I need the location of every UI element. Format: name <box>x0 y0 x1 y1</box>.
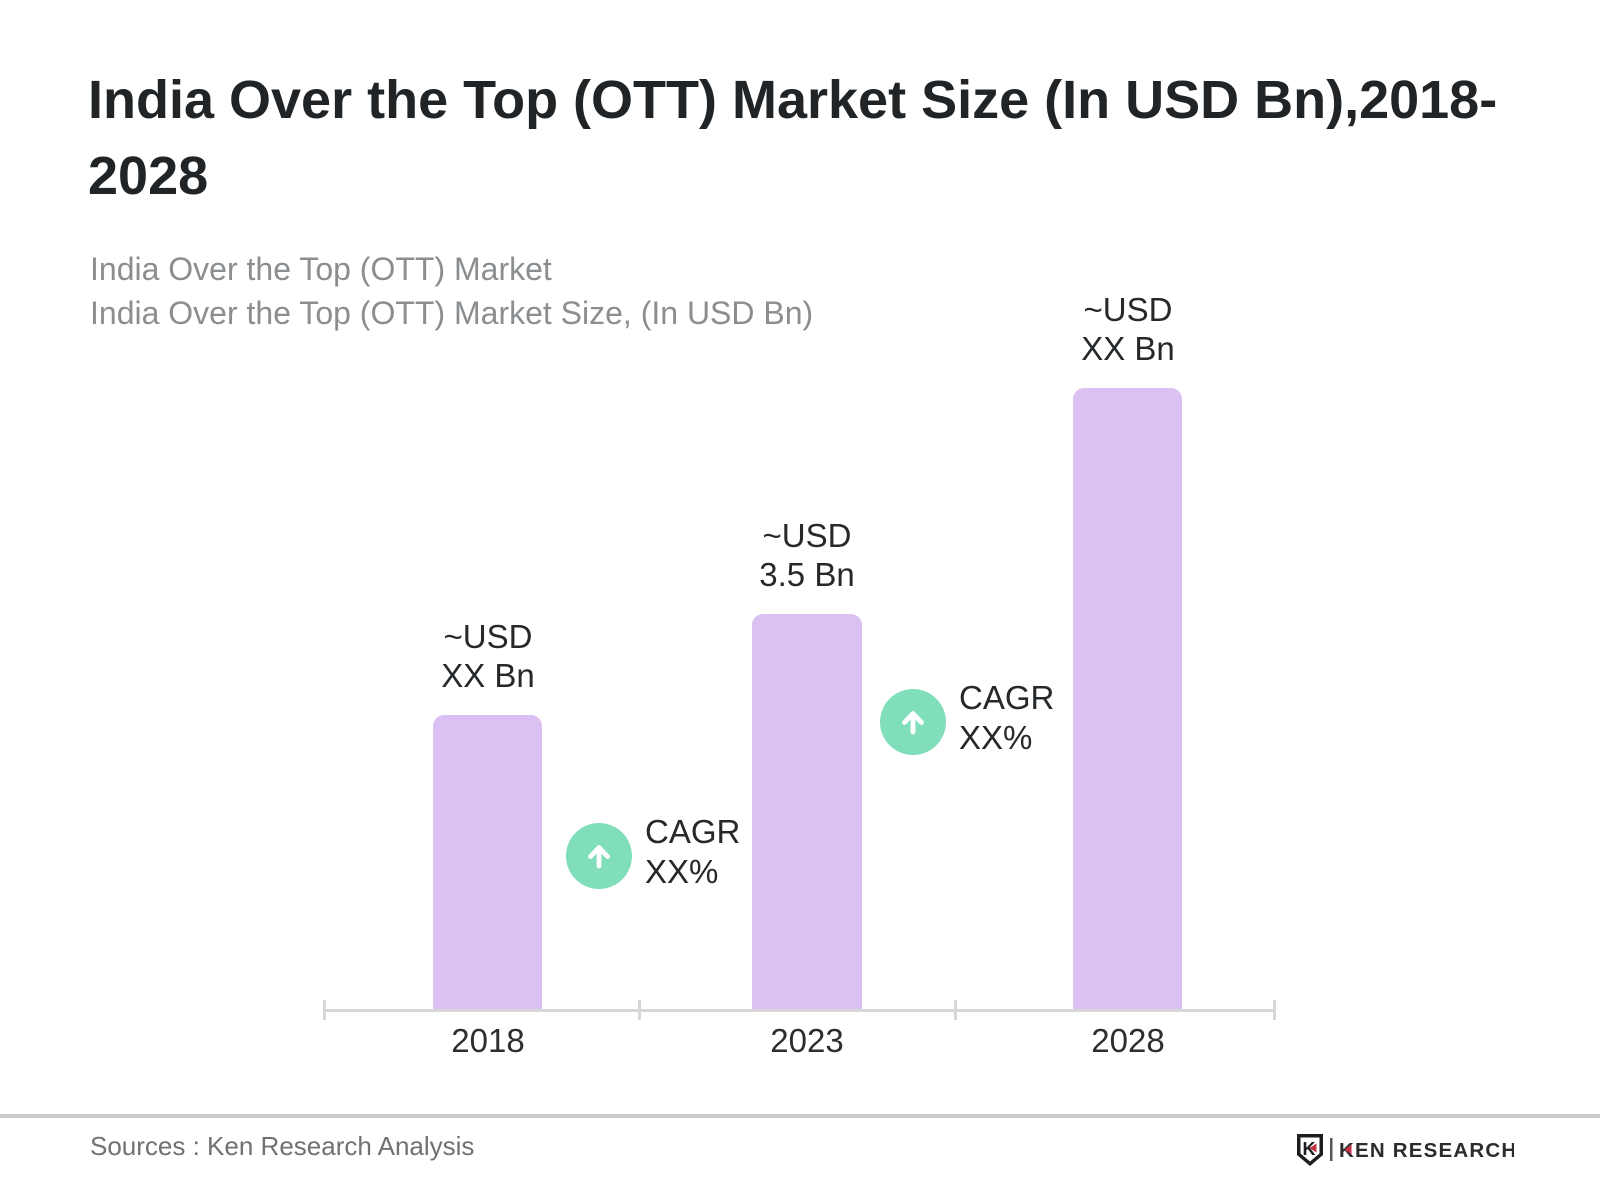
bar-2018 <box>433 715 542 1012</box>
axis-tick <box>954 1000 957 1020</box>
source-attribution: Sources : Ken Research Analysis <box>90 1131 475 1161</box>
logo-divider <box>1330 1138 1333 1161</box>
chart-subtitle-line-1: India Over the Top (OTT) Market <box>90 251 552 287</box>
bar-value-label-2028: ~USD XX Bn <box>1018 290 1238 368</box>
cagr-annotation-1: CAGR XX% <box>645 812 740 892</box>
value-label-line-1: ~USD <box>1083 291 1173 328</box>
value-label-line-2: XX Bn <box>441 657 535 694</box>
bar-value-label-2018: ~USD XX Bn <box>378 617 598 695</box>
ken-research-logo: K KEN RESEARCH <box>1294 1128 1516 1177</box>
value-label-line-1: ~USD <box>762 517 852 554</box>
page-title-line-1: India Over the Top (OTT) Market Size (In… <box>88 70 1498 130</box>
cagr-label: CAGR <box>959 679 1055 716</box>
page-title: India Over the Top (OTT) Market Size (In… <box>88 62 1548 214</box>
bar-value-label-2023: ~USD 3.5 Bn <box>697 516 917 594</box>
bar-2028 <box>1073 388 1182 1012</box>
axis-tick <box>1273 1000 1276 1020</box>
shield-icon: K <box>1297 1134 1323 1166</box>
cagr-value: XX% <box>645 853 719 890</box>
page-title-line-2: 2028 <box>88 146 209 206</box>
x-axis-line <box>323 1009 1276 1012</box>
arrow-up-icon <box>588 845 610 869</box>
value-label-line-1: ~USD <box>443 618 533 655</box>
footer-divider <box>0 1114 1600 1118</box>
cagr-annotation-2: CAGR XX% <box>959 678 1054 758</box>
axis-tick <box>638 1000 641 1020</box>
svg-text:K: K <box>1303 1139 1316 1159</box>
cagr-label: CAGR <box>645 813 741 850</box>
logo-red-triangle <box>1344 1144 1352 1155</box>
growth-arrow-icon <box>566 823 632 889</box>
bar-2023 <box>752 614 862 1012</box>
x-axis-label-2023: 2023 <box>770 1022 844 1059</box>
x-axis-label-2028: 2028 <box>1091 1022 1165 1059</box>
value-label-line-2: 3.5 Bn <box>759 556 855 593</box>
arrow-up-icon <box>902 711 924 735</box>
cagr-value: XX% <box>959 719 1033 756</box>
value-label-line-2: XX Bn <box>1081 330 1175 367</box>
logo-wordmark: KEN RESEARCH <box>1339 1139 1514 1162</box>
ken-research-logo-graphic: K KEN RESEARCH <box>1297 1134 1516 1166</box>
chart-subtitle-line-2: India Over the Top (OTT) Market Size, (I… <box>90 295 814 331</box>
chart-subtitle: India Over the Top (OTT) Market India Ov… <box>90 247 1290 335</box>
growth-arrow-icon <box>880 689 946 755</box>
axis-tick <box>323 1000 326 1020</box>
x-axis-label-2018: 2018 <box>451 1022 525 1059</box>
